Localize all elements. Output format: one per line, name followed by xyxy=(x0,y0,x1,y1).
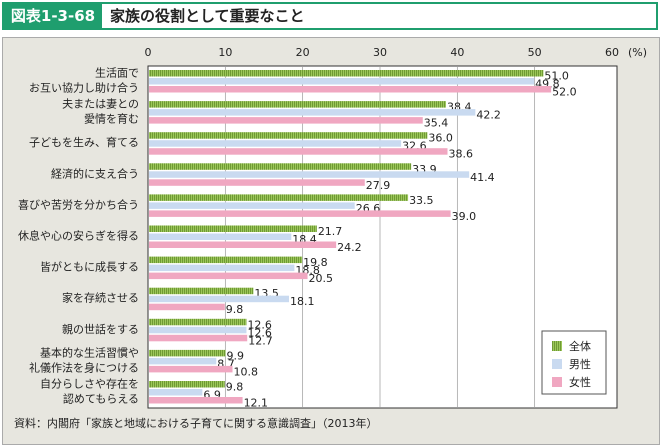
category-label: 愛情を育む xyxy=(84,112,139,126)
bar-女性 xyxy=(149,148,448,155)
tick-label: 50 xyxy=(528,46,542,59)
bar-男性 xyxy=(149,389,203,396)
bar-全体 xyxy=(149,132,428,139)
source-note: 資料：内閣府「家族と地域における子育てに関する意識調査」（2013年） xyxy=(14,417,378,430)
tick-label: 20 xyxy=(296,46,310,59)
bar-全体 xyxy=(149,225,317,232)
bar-全体 xyxy=(149,163,412,170)
bar-全体 xyxy=(149,349,226,357)
legend-swatch xyxy=(552,359,562,369)
data-label: 21.7 xyxy=(318,225,343,238)
bar-女性 xyxy=(149,241,337,248)
bar-女性 xyxy=(149,179,365,186)
bar-女性 xyxy=(149,86,552,93)
data-label: 9.8 xyxy=(226,381,244,394)
legend-label: 女性 xyxy=(569,375,591,389)
data-label: 41.4 xyxy=(470,171,495,184)
category-label: 喜びや苦労を分かち合う xyxy=(18,197,139,211)
figure-title: 家族の役割として重要なこと xyxy=(102,4,656,28)
category-label: 夫または妻との xyxy=(62,98,139,111)
figure-header: 図表1-3-68 家族の役割として重要なこと xyxy=(2,2,658,30)
category-label: 皆がともに成長する xyxy=(40,260,139,274)
data-label: 33.5 xyxy=(409,194,434,207)
data-label: 38.6 xyxy=(449,148,474,161)
category-label: お互い協力し助け合う xyxy=(29,81,139,95)
bar-女性 xyxy=(149,334,248,342)
bar-女性 xyxy=(149,117,423,124)
data-label: 27.9 xyxy=(366,179,391,192)
tick-label: 30 xyxy=(373,46,387,59)
data-label: 12.6 xyxy=(247,326,272,339)
data-label: 9.9 xyxy=(227,349,245,362)
data-label: 9.8 xyxy=(226,303,244,316)
legend-label: 全体 xyxy=(569,339,591,353)
tick-label: 60 xyxy=(605,46,619,59)
tick-label: 0 xyxy=(145,46,152,59)
tick-label: 40 xyxy=(450,46,464,59)
data-label: 10.8 xyxy=(234,365,259,378)
bar-全体 xyxy=(149,256,303,264)
data-label: 51.0 xyxy=(544,70,569,83)
bar-全体 xyxy=(149,381,225,388)
bar-男性 xyxy=(149,264,295,272)
tick-label: 10 xyxy=(218,46,232,59)
bar-全体 xyxy=(149,318,247,326)
category-label: 親の世話をする xyxy=(62,322,139,336)
category-label: 経済的に支え合う xyxy=(51,166,139,180)
data-label: 42.2 xyxy=(476,109,501,122)
legend-label: 男性 xyxy=(569,357,591,371)
data-label: 12.7 xyxy=(248,334,272,347)
bar-男性 xyxy=(149,78,535,85)
data-label: 24.2 xyxy=(337,241,362,254)
bar-男性 xyxy=(149,295,289,303)
category-label: 認めてもらえる xyxy=(63,392,139,406)
bar-女性 xyxy=(149,397,243,404)
bar-全体 xyxy=(149,194,409,201)
data-label: 19.8 xyxy=(303,256,328,269)
bar-男性 xyxy=(149,202,355,209)
legend-swatch xyxy=(552,377,562,387)
data-label: 52.0 xyxy=(552,86,577,99)
bar-男性 xyxy=(149,357,217,365)
category-label: 自分らしさや存在を xyxy=(40,377,139,391)
category-label: 家を存続させる xyxy=(62,291,139,305)
category-label: 生活面で xyxy=(95,66,139,80)
bar-男性 xyxy=(149,109,476,116)
data-label: 35.4 xyxy=(424,117,449,130)
bar-女性 xyxy=(149,272,308,280)
unit-label: (%) xyxy=(628,46,647,59)
category-label: 基本的な生活習慣や xyxy=(40,345,139,359)
bar-全体 xyxy=(149,287,254,295)
category-label: 子どもを生み、育てる xyxy=(29,135,139,149)
data-label: 39.0 xyxy=(452,210,477,223)
bar-女性 xyxy=(149,303,225,311)
figure-number: 図表1-3-68 xyxy=(10,7,96,25)
data-label: 18.1 xyxy=(290,295,315,308)
bar-全体 xyxy=(149,70,544,77)
category-label: 休息や心の安らぎを得る xyxy=(18,229,139,243)
data-label: 20.5 xyxy=(309,272,334,285)
data-label: 36.0 xyxy=(428,132,453,145)
legend-swatch xyxy=(552,341,562,351)
data-label: 12.1 xyxy=(244,397,269,410)
bar-男性 xyxy=(149,326,247,334)
data-label: 12.6 xyxy=(247,318,272,331)
bar-全体 xyxy=(149,101,446,108)
bar-女性 xyxy=(149,210,451,217)
category-label: 礼儀作法を身につける xyxy=(29,360,139,374)
bar-男性 xyxy=(149,140,402,147)
bar-女性 xyxy=(149,365,233,373)
bar-男性 xyxy=(149,171,470,178)
bar-男性 xyxy=(149,233,292,240)
